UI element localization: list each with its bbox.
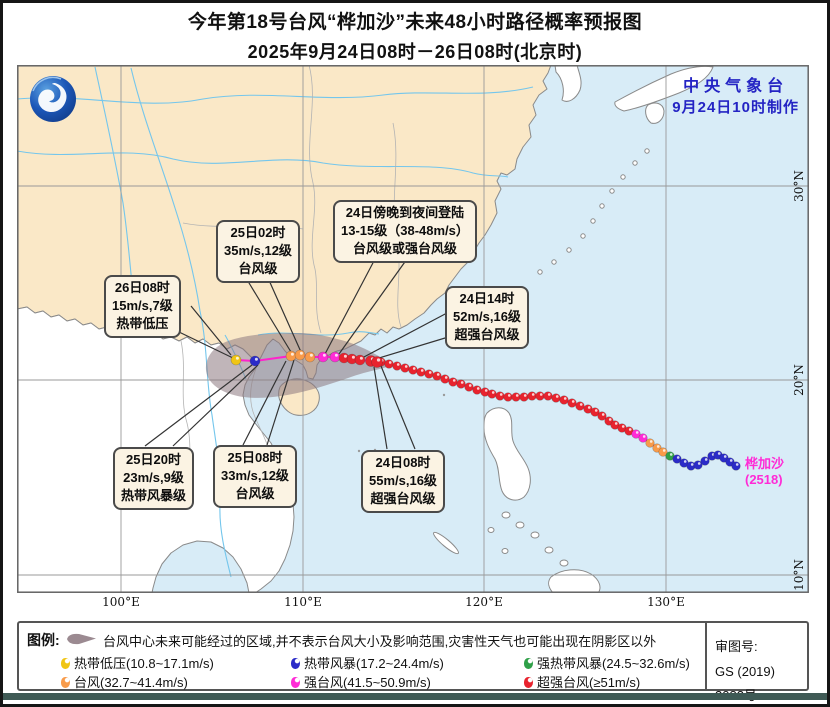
- cone-note: 台风中心未来可能经过的区域,并不表示台风大小及影响范围,灾害性天气也可能出现在阴…: [103, 634, 657, 649]
- title-line2: 2025年9月24日08时－26日08时(北京时): [247, 42, 583, 62]
- lat-label-10n: 10°N: [792, 559, 806, 591]
- legend-label: 图例:: [27, 632, 60, 648]
- lon-label-100e: 100°E: [102, 595, 140, 609]
- annotation-24d14h: 24日14时 52m/s,16级 超强台风级: [445, 286, 529, 349]
- legend-box: 图例: 台风中心未来可能经过的区域,并不表示台风大小及影响范围,灾害性天气也可能…: [17, 621, 809, 703]
- annotation-landfall: 24日傍晚到夜间登陆 13-15级（38-48m/s） 台风级或强台风级: [333, 200, 477, 263]
- legend-item-sts: 强热带风暴(24.5~32.6m/s): [524, 653, 690, 672]
- legend-item-sty: 强台风(41.5~50.9m/s): [291, 672, 431, 691]
- super-typhoon-icon: [524, 677, 533, 688]
- map-frame: [17, 65, 809, 593]
- legend-item-ty: 台风(32.7~41.4m/s): [61, 672, 188, 691]
- ryukyu-islands: [537, 148, 650, 275]
- lat-label-20n: 20°N: [792, 364, 806, 396]
- lat-label-30n: 30°N: [792, 170, 806, 202]
- agency-name: 中央气象台: [683, 78, 789, 95]
- annotation-26d08h: 26日08时 15m/s,7级 热带低压: [104, 275, 181, 338]
- typhoon-name-label: 桦加沙 (2518): [745, 456, 785, 487]
- probability-cone: [205, 333, 393, 398]
- philippines-islands: [433, 407, 601, 593]
- lon-label-130e: 130°E: [647, 595, 685, 609]
- graticule: [17, 65, 809, 593]
- typhoon-icon: [61, 677, 70, 688]
- annotation-25d20h: 25日20时 23m/s,9级 热带风暴级: [113, 447, 195, 510]
- annotation-25d02h: 25日02时 35m/s,12级 台风级: [216, 220, 300, 283]
- agency-stamp: 中央气象台 9月24日10时制作: [672, 77, 799, 117]
- typhoon-track: [230, 349, 741, 471]
- cone-legend-icon: [65, 632, 99, 651]
- tropical-depression-icon: [61, 658, 70, 669]
- lon-label-120e: 120°E: [465, 595, 503, 609]
- page-title: 今年第18号台风“桦加沙”未来48小时路径概率预报图 2025年9月24日08时…: [3, 7, 827, 64]
- annotation-25d08h: 25日08时 33m/s,12级 台风级: [213, 445, 297, 508]
- agency-issued: 9月24日10时制作: [672, 98, 799, 116]
- bottom-bar: [3, 693, 827, 700]
- legend-divider: [705, 623, 707, 689]
- tropical-storm-icon: [291, 658, 300, 669]
- title-line1: 今年第18号台风“桦加沙”未来48小时路径概率预报图: [187, 12, 643, 33]
- legend-item-td: 热带低压(10.8~17.1m/s): [61, 653, 214, 672]
- leader-lines: [144, 258, 456, 450]
- cma-logo: [28, 74, 78, 124]
- legend-item-super-ty: 超强台风(≥51m/s): [524, 672, 640, 691]
- legend-item-ts: 热带风暴(17.2~24.4m/s): [291, 653, 444, 672]
- annotation-24d08h: 24日08时 55m/s,16级 超强台风级: [361, 450, 445, 513]
- severe-tropical-storm-icon: [524, 658, 533, 669]
- lon-label-110e: 110°E: [284, 595, 322, 609]
- severe-typhoon-icon: [291, 677, 300, 688]
